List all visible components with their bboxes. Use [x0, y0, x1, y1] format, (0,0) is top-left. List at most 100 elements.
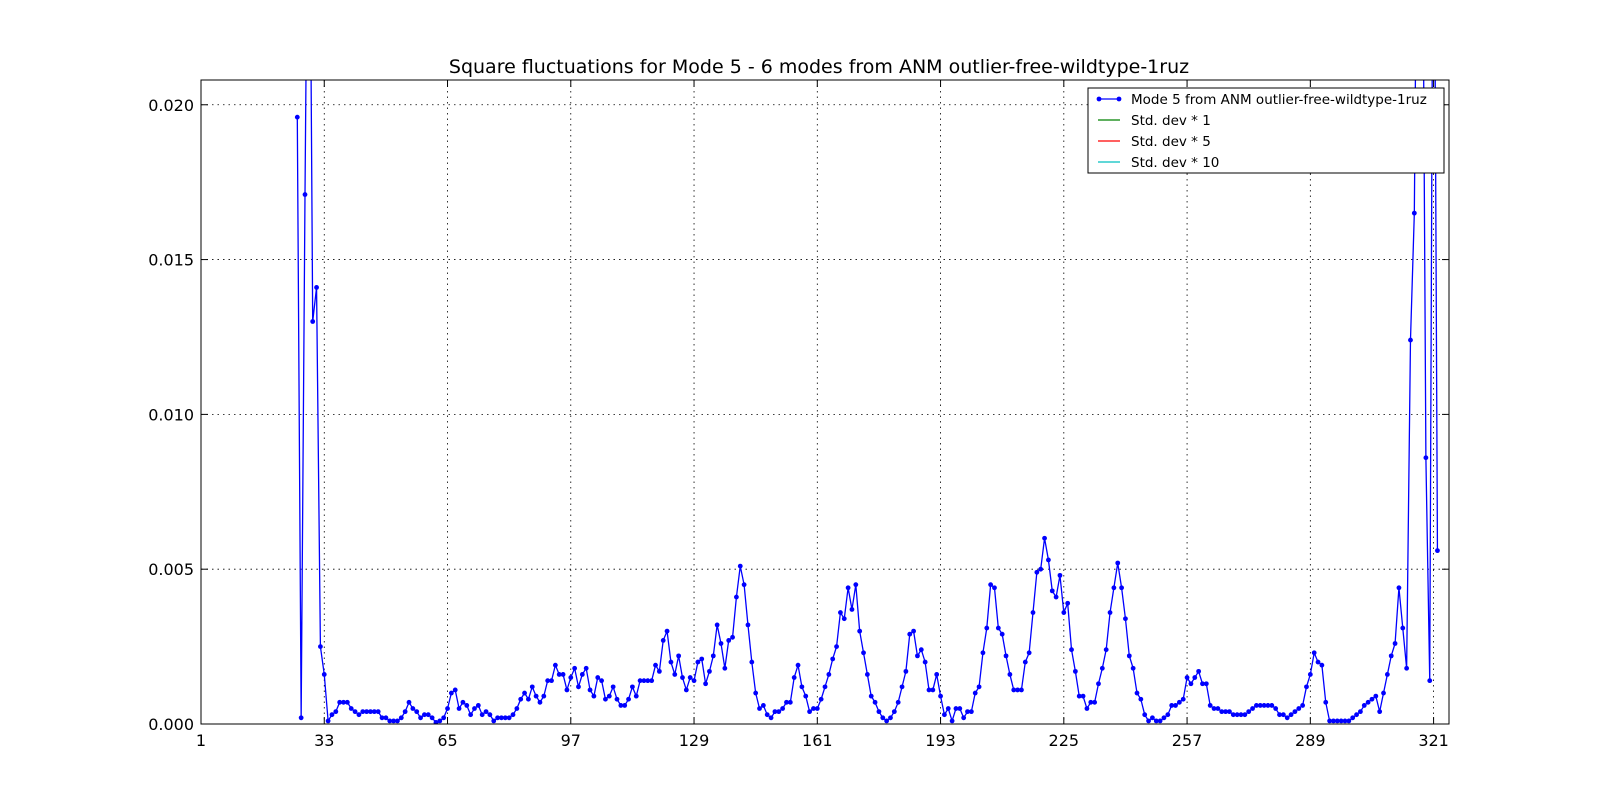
data-point — [1284, 715, 1290, 721]
data-point — [780, 706, 786, 711]
data-point — [510, 712, 516, 718]
data-point — [772, 709, 778, 715]
data-point — [1161, 715, 1167, 721]
data-point — [1358, 709, 1363, 715]
data-point — [1076, 693, 1082, 699]
data-point — [1115, 560, 1121, 566]
data-point — [984, 625, 990, 631]
data-point — [1138, 696, 1144, 702]
data-point — [502, 715, 508, 721]
data-point — [930, 687, 936, 693]
data-point — [633, 693, 639, 699]
data-point — [537, 699, 543, 705]
data-point — [1084, 706, 1090, 711]
data-point — [999, 631, 1005, 637]
data-point — [1273, 706, 1279, 711]
data-point — [1111, 585, 1117, 591]
data-point — [526, 696, 531, 702]
x-tick-label: 193 — [925, 731, 956, 750]
data-point — [676, 653, 682, 659]
data-point — [622, 703, 628, 708]
data-point — [668, 659, 674, 665]
x-tick-label: 1 — [196, 731, 206, 750]
series-layer — [294, 80, 1440, 724]
data-point — [653, 662, 658, 668]
data-point — [452, 687, 458, 693]
data-point — [391, 718, 396, 724]
data-point — [1134, 690, 1140, 696]
data-point — [445, 706, 450, 711]
data-point — [1246, 709, 1252, 715]
data-point — [749, 659, 755, 665]
data-point — [1254, 703, 1259, 708]
legend-box — [1087, 87, 1445, 174]
data-point — [552, 662, 558, 668]
data-point — [922, 659, 928, 665]
data-point — [579, 672, 585, 677]
data-point — [1315, 659, 1321, 665]
data-point — [487, 712, 493, 718]
data-point — [1242, 712, 1248, 718]
data-point — [1180, 696, 1186, 702]
data-point — [1288, 712, 1294, 718]
data-point — [1057, 572, 1063, 578]
data-point — [707, 668, 712, 674]
data-point — [915, 653, 920, 659]
data-point — [610, 684, 616, 690]
data-point — [838, 610, 843, 615]
data-point — [1346, 718, 1352, 724]
data-point — [911, 628, 916, 634]
data-point — [868, 693, 874, 699]
legend-marker — [1096, 96, 1102, 102]
data-point — [703, 681, 708, 687]
x-tick-label: 33 — [314, 731, 334, 750]
data-point — [1072, 668, 1078, 674]
data-point — [1103, 647, 1109, 653]
data-point — [1261, 703, 1267, 708]
data-point — [1388, 653, 1394, 659]
data-point — [371, 709, 377, 715]
data-point — [695, 659, 701, 665]
data-point — [310, 319, 316, 324]
data-point — [448, 690, 454, 696]
data-point — [364, 709, 370, 715]
data-point — [422, 712, 427, 718]
data-point — [506, 715, 512, 721]
data-point — [741, 582, 747, 588]
data-point — [1269, 703, 1275, 708]
data-point — [383, 715, 389, 721]
data-point — [576, 684, 581, 690]
data-point — [1338, 718, 1344, 724]
data-point — [1065, 600, 1071, 606]
data-point — [976, 684, 982, 690]
data-point — [1088, 699, 1094, 705]
data-point — [918, 647, 924, 653]
data-point — [318, 644, 323, 649]
data-point — [857, 628, 863, 634]
data-point — [714, 622, 720, 628]
data-point — [479, 712, 485, 718]
legend-label: Mode 5 from ANM outlier-free-wildtype-1r… — [1131, 92, 1427, 108]
data-point — [437, 718, 443, 724]
data-point — [1188, 681, 1194, 687]
data-point — [1250, 706, 1255, 711]
data-point — [1365, 699, 1371, 705]
data-point — [691, 678, 697, 684]
data-point — [1123, 616, 1128, 622]
data-point — [1169, 703, 1175, 708]
y-tick-label: 0.000 — [148, 715, 194, 734]
data-point — [1219, 709, 1225, 715]
data-point — [475, 703, 481, 708]
data-point — [1176, 699, 1182, 705]
data-point — [907, 631, 913, 637]
data-point — [988, 582, 994, 588]
chart-title: Square fluctuations for Mode 5 - 6 modes… — [449, 56, 1189, 78]
data-point — [895, 699, 901, 705]
data-point — [680, 675, 685, 680]
data-point — [664, 628, 670, 634]
data-point — [1408, 337, 1413, 343]
data-point — [433, 720, 439, 724]
data-point — [603, 696, 608, 702]
data-point — [1080, 693, 1086, 699]
data-point — [1392, 641, 1398, 646]
